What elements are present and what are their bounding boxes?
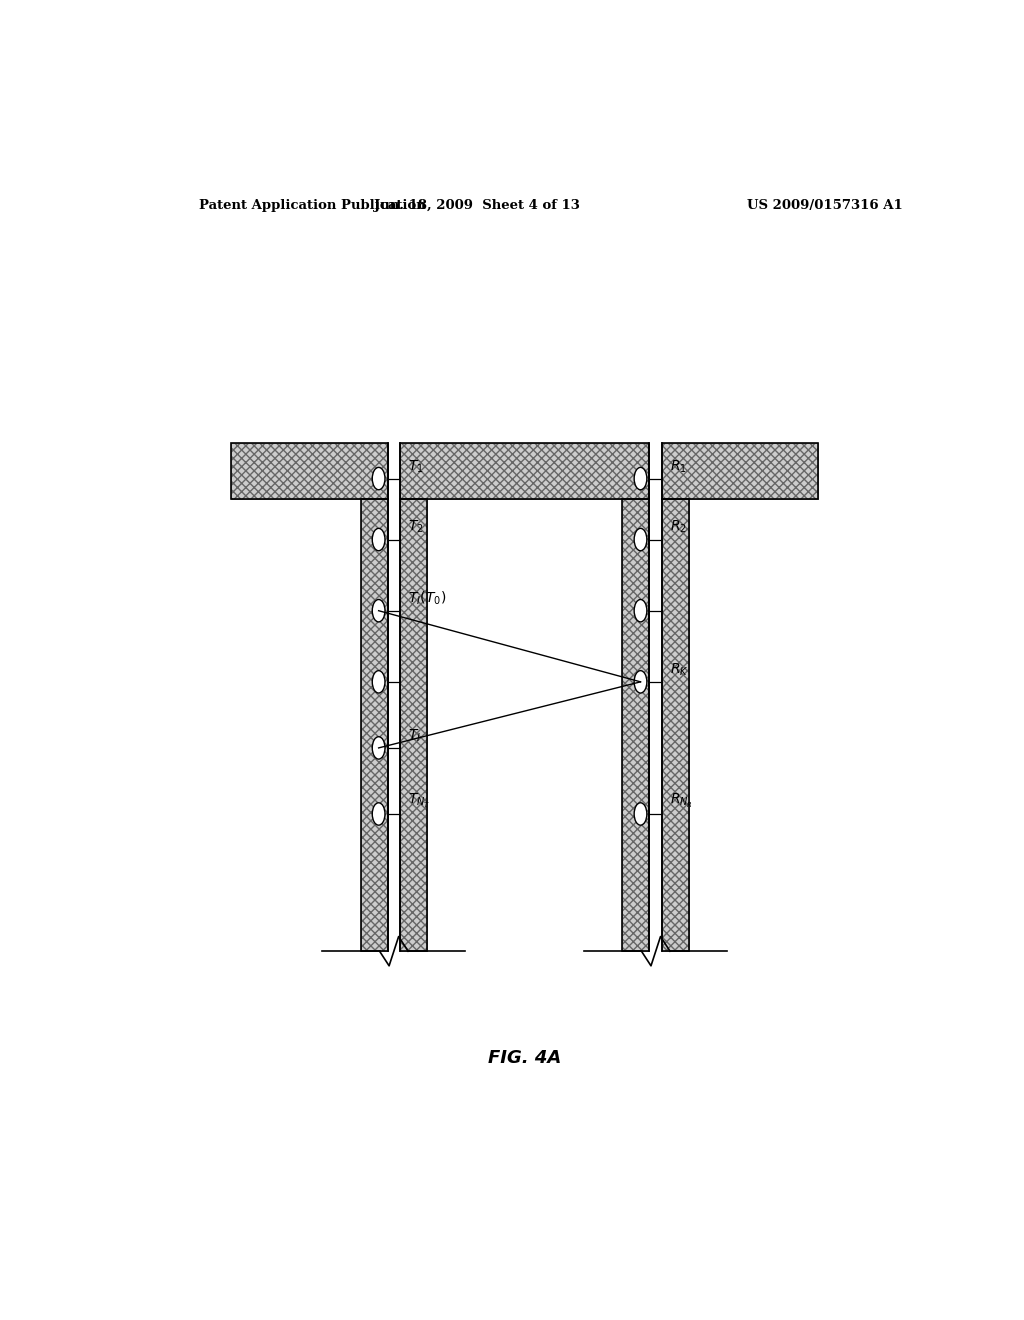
Text: Jun. 18, 2009  Sheet 4 of 13: Jun. 18, 2009 Sheet 4 of 13	[374, 199, 581, 213]
Bar	[400, 499, 427, 952]
Text: $R_2$: $R_2$	[670, 519, 687, 536]
Ellipse shape	[373, 737, 385, 759]
Ellipse shape	[634, 467, 647, 490]
Bar	[400, 444, 649, 499]
Bar	[360, 499, 387, 952]
Bar	[663, 444, 818, 499]
Bar	[400, 444, 649, 499]
Text: $T_I(T_0)$: $T_I(T_0)$	[409, 589, 446, 607]
Ellipse shape	[373, 671, 385, 693]
Ellipse shape	[373, 467, 385, 490]
Bar	[623, 499, 649, 952]
Bar	[663, 444, 818, 499]
Bar	[400, 499, 427, 952]
Text: $R_K$: $R_K$	[670, 661, 689, 677]
Text: $T_1$: $T_1$	[409, 458, 424, 474]
Text: Patent Application Publication: Patent Application Publication	[200, 199, 426, 213]
Text: $R_1$: $R_1$	[670, 458, 687, 474]
Bar	[231, 444, 387, 499]
Bar	[663, 499, 689, 952]
Ellipse shape	[373, 803, 385, 825]
Text: $R_{N_R}$: $R_{N_R}$	[670, 792, 693, 810]
Ellipse shape	[634, 599, 647, 622]
Text: US 2009/0157316 A1: US 2009/0157316 A1	[748, 199, 903, 213]
Bar	[231, 444, 387, 499]
Text: $T_2$: $T_2$	[409, 519, 424, 536]
Ellipse shape	[634, 528, 647, 550]
Ellipse shape	[634, 671, 647, 693]
Ellipse shape	[373, 528, 385, 550]
Bar	[360, 499, 387, 952]
Ellipse shape	[634, 803, 647, 825]
Ellipse shape	[373, 599, 385, 622]
Bar	[663, 499, 689, 952]
Text: FIG. 4A: FIG. 4A	[488, 1049, 561, 1067]
Text: $T_{N_T}$: $T_{N_T}$	[409, 792, 430, 810]
Text: $T_I$: $T_I$	[409, 727, 421, 744]
Bar	[623, 499, 649, 952]
